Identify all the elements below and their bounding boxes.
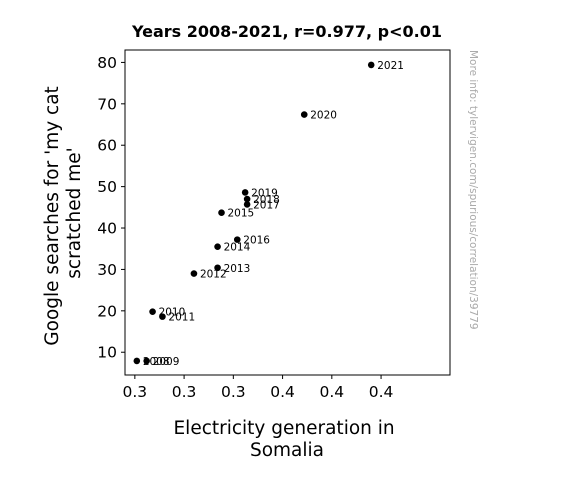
data-point	[149, 308, 156, 315]
y-tick-label: 40	[97, 220, 117, 238]
data-points: 2008200920102011201220132014201520162017…	[133, 60, 404, 368]
data-point-label: 2014	[224, 242, 251, 254]
y-tick-label: 80	[97, 54, 117, 72]
y-tick-label: 60	[97, 137, 117, 155]
data-point-label: 2009	[153, 356, 180, 368]
watermark-text: More info: tylervigen.com/spurious/corre…	[467, 50, 479, 330]
data-point	[300, 111, 308, 118]
data-point	[233, 236, 241, 243]
data-point-label: 2012	[200, 269, 227, 281]
data-point-label: 2016	[243, 235, 270, 247]
y-axis-label-line-1: Google searches for 'my cat	[42, 86, 63, 346]
data-point	[243, 195, 251, 203]
x-axis: 0.3 0.3 0.3 0.4 0.4 0.4	[123, 375, 394, 401]
y-axis-label-line-2: scratched me'	[64, 147, 85, 278]
x-tick-label: 0.3	[123, 383, 148, 401]
data-point-label: 2019	[251, 187, 278, 199]
y-tick-label: 20	[97, 302, 117, 320]
data-point-label: 2011	[168, 312, 195, 324]
y-tick-label: 50	[97, 178, 117, 196]
y-axis-label: Google searches for 'my cat scratched me…	[42, 80, 85, 345]
x-tick-label: 0.3	[172, 383, 197, 401]
data-point	[190, 270, 198, 277]
data-point	[214, 264, 221, 272]
x-axis-label: Electricity generation in Somalia	[173, 418, 400, 461]
y-tick-label: 10	[97, 344, 117, 362]
data-point	[143, 357, 150, 365]
plot-area	[124, 49, 451, 376]
data-point-label: 2013	[224, 263, 251, 275]
y-tick-label: 30	[97, 261, 117, 279]
y-axis: 10 20 30 40 50 60 70 80	[97, 54, 125, 362]
data-point-label: 2017	[253, 199, 280, 211]
x-tick-label: 0.3	[221, 383, 246, 401]
data-point	[243, 201, 251, 208]
data-point	[214, 243, 221, 250]
data-point-label: 2015	[228, 208, 255, 220]
data-point-label: 2018	[253, 194, 280, 206]
data-point-label: 2021	[377, 60, 404, 72]
y-tick-label: 70	[97, 95, 117, 113]
x-axis-label-line-2: Somalia	[250, 440, 324, 461]
x-tick-label: 0.4	[270, 383, 295, 401]
data-point	[159, 313, 166, 320]
data-point	[367, 61, 375, 69]
data-point-label: 2008	[143, 356, 170, 368]
data-point-label: 2020	[310, 110, 337, 122]
x-axis-label-line-1: Electricity generation in	[173, 418, 394, 439]
data-point	[241, 189, 249, 196]
chart-title: Years 2008-2021, r=0.977, p<0.01	[131, 22, 442, 41]
data-point	[133, 357, 141, 365]
x-tick-label: 0.4	[319, 383, 344, 401]
data-point	[218, 209, 225, 217]
x-tick-label: 0.4	[369, 383, 394, 401]
